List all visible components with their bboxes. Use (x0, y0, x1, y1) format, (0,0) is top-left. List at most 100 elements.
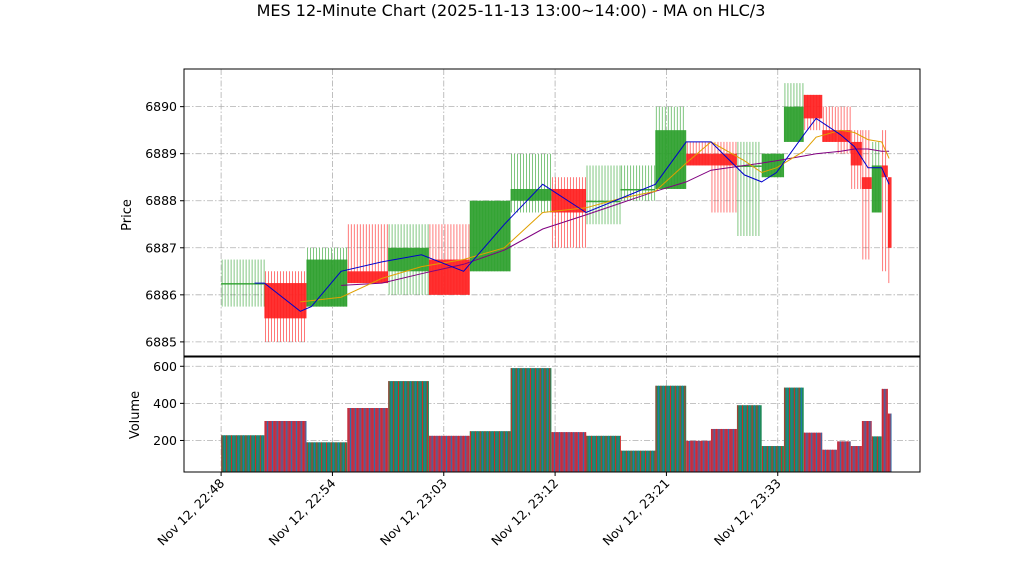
candle-down (861, 130, 872, 260)
candle-body (347, 271, 389, 284)
volume-bar-fill (264, 420, 307, 472)
price-panel: 6885 6886 6887 6888 6889 6890 Price (120, 68, 921, 357)
x-tick-label: Nov 12, 22:48 (154, 475, 227, 548)
candle-body (306, 259, 348, 307)
moving-average-lines (254, 117, 890, 312)
volume-bar (686, 440, 711, 472)
volume-panel: 200 400 600 Volume (128, 356, 921, 473)
volume-bar-fill (861, 420, 872, 472)
candle-body (761, 153, 784, 178)
volume-bar-fill (822, 449, 838, 472)
ma-short-line (254, 117, 890, 312)
candle-wick-lines (511, 153, 551, 213)
volume-bar (822, 449, 838, 472)
price-plot-frame (183, 68, 921, 357)
volume-bar-stripes (822, 449, 836, 472)
candle-body (221, 283, 265, 285)
candle-up (871, 141, 882, 213)
volume-bar-fill (871, 436, 882, 472)
volume-bar-fill (887, 413, 892, 472)
candle-down (881, 130, 888, 272)
volume-bar (871, 436, 882, 472)
volume-axis-label: Volume (128, 391, 143, 439)
candle-body (861, 177, 872, 189)
x-tick-label: Nov 12, 22:54 (266, 475, 339, 548)
volume-bars (221, 368, 892, 472)
volume-bar (710, 428, 737, 472)
candle-body (783, 106, 804, 142)
volume-bar (620, 450, 656, 472)
volume-bar (586, 435, 621, 472)
x-tick-label: Nov 12, 23:33 (711, 476, 784, 549)
candle-wick-lines (862, 130, 870, 260)
volume-bar-stripes (737, 405, 760, 472)
candle-down (850, 130, 862, 189)
candle-down (887, 177, 892, 284)
candle-up (783, 83, 804, 142)
candle-body (428, 259, 470, 295)
candle-body (686, 153, 711, 166)
price-tick-label: 6889 (145, 146, 177, 161)
volume-bar (837, 441, 851, 472)
volume-bar-stripes (784, 387, 802, 472)
candle-body (822, 130, 838, 142)
volume-bar (510, 368, 552, 472)
volume-bar-stripes (510, 368, 551, 472)
volume-bar-stripes (429, 435, 469, 472)
candle-body (871, 165, 882, 213)
volume-bar (306, 442, 348, 472)
volume-bar-stripes (621, 450, 656, 472)
volume-bar-stripes (872, 436, 881, 472)
volume-bar (347, 408, 389, 472)
volume-bar (655, 385, 687, 472)
volume-bar-fill (221, 435, 265, 472)
volume-bar-fill (837, 441, 851, 472)
volume-bar (221, 435, 265, 472)
price-axis-ticks: 6885 6886 6887 6888 6889 6890 (145, 99, 184, 349)
candle-body (887, 177, 892, 248)
candle-wick-lines (737, 141, 760, 237)
volume-bar-stripes (837, 441, 851, 472)
volume-tick-label: 600 (153, 359, 177, 374)
volume-bar (551, 432, 587, 472)
volume-bar (469, 431, 511, 472)
candle-down (803, 94, 823, 131)
candle-down (347, 224, 389, 284)
volume-bar-stripes (221, 435, 264, 472)
volume-bar-stripes (862, 420, 871, 472)
candle-body (803, 94, 823, 119)
volume-bar-stripes (804, 432, 822, 472)
candle-body (620, 188, 656, 191)
price-tick-label: 6886 (145, 287, 177, 302)
candle-body (469, 200, 511, 272)
volume-bar-stripes (888, 413, 892, 472)
volume-bar-stripes (711, 428, 737, 472)
volume-bar (428, 435, 470, 472)
candle-down (264, 271, 307, 342)
volume-bar-stripes (551, 432, 587, 472)
volume-bar-stripes (882, 388, 888, 472)
candle-body (837, 130, 851, 142)
volume-bar (887, 413, 892, 472)
volume-bar (881, 388, 888, 472)
volume-axis-ticks: 200 400 600 (153, 359, 184, 448)
candle-up (510, 153, 552, 213)
volume-bar (783, 387, 804, 472)
volume-bar (264, 420, 307, 472)
volume-bar-stripes (306, 442, 347, 472)
candle-body (710, 153, 737, 166)
candle-up (586, 165, 621, 225)
candle-body (388, 247, 429, 272)
candle-down (686, 141, 711, 166)
price-tick-label: 6890 (145, 99, 177, 114)
candle-down (710, 141, 737, 213)
x-tick-label: Nov 12, 23:12 (488, 476, 561, 549)
x-tick-label: Nov 12, 23:03 (377, 476, 450, 549)
volume-bar-stripes (762, 446, 783, 472)
price-tick-label: 6888 (145, 193, 177, 208)
price-tick-label: 6887 (145, 240, 177, 255)
candle-up (736, 141, 762, 237)
volume-bar-stripes (264, 420, 307, 472)
volume-bar-stripes (655, 385, 686, 472)
